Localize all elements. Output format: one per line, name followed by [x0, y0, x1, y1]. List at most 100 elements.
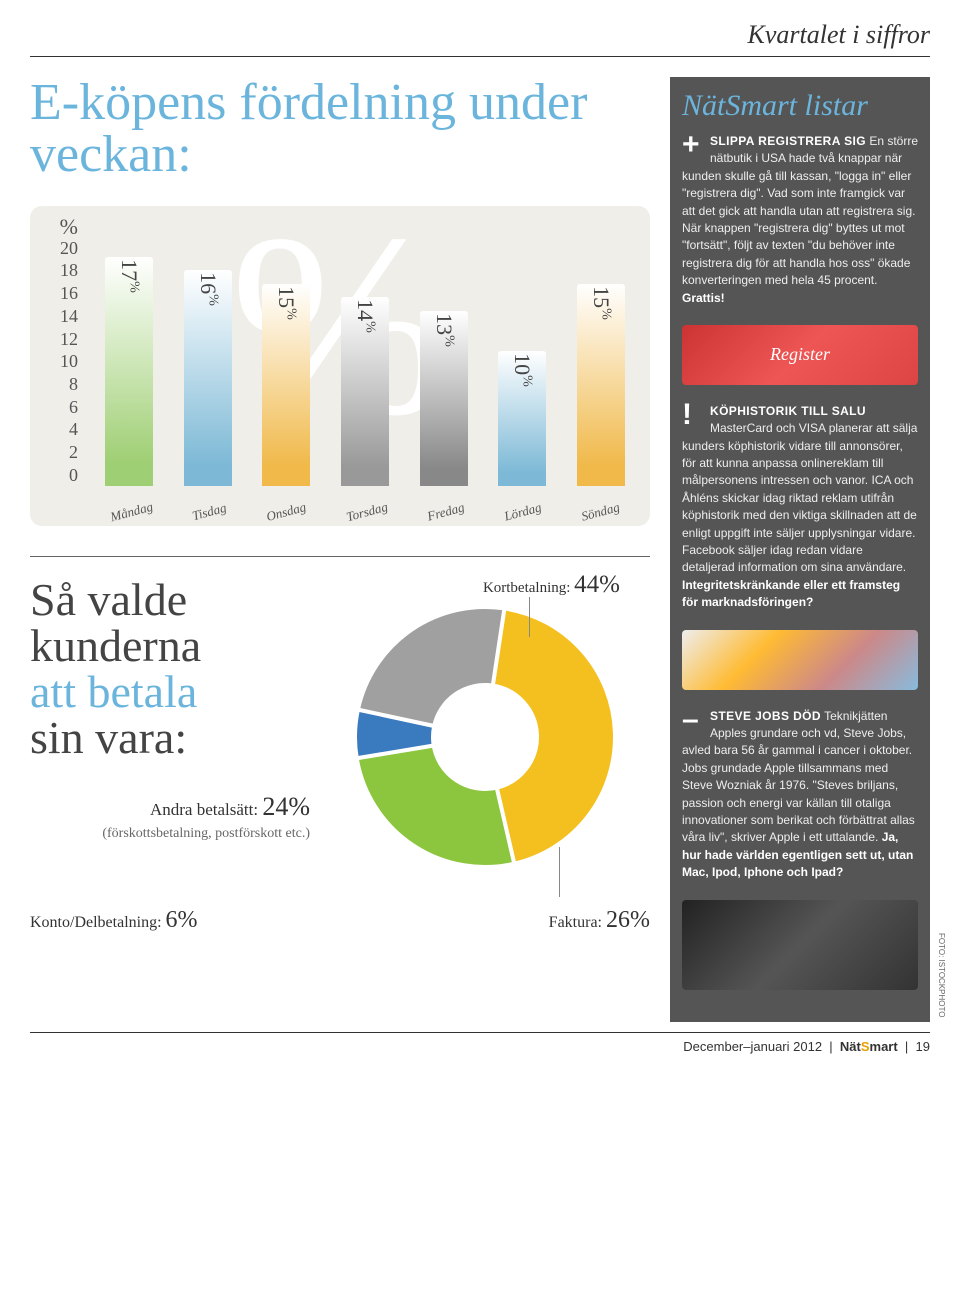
bar-value-label: 16% — [195, 272, 221, 306]
sidebar-symbol: + — [682, 133, 706, 157]
page: Kvartalet i siffror E-köpens fördelning … — [0, 0, 960, 1064]
sidebar-item: ! KÖPHISTORIK TILL SALU MasterCard och VI… — [682, 403, 918, 612]
sidebar-image: Register — [682, 325, 918, 385]
x-label: Lördag — [503, 499, 544, 524]
y-tick: 12 — [38, 329, 78, 350]
x-label: Söndag — [580, 499, 622, 525]
pointer-line-2 — [559, 847, 560, 897]
bar: 15% — [577, 284, 625, 487]
top-label-value: 44% — [574, 571, 620, 598]
bar-slot: 14% — [335, 297, 395, 486]
bar: 10% — [498, 351, 546, 486]
bar: 17% — [105, 257, 153, 487]
page-footer: December–januari 2012 | NätSmart | 19 — [30, 1032, 930, 1054]
sidebar-symbol: – — [682, 708, 706, 732]
sidebar-lead: STEVE JOBS DÖD — [710, 709, 821, 723]
bar: 16% — [184, 270, 232, 486]
sidebar-item: –STEVE JOBS DÖD Teknikjätten Apples grun… — [682, 708, 918, 882]
y-tick: 16 — [38, 283, 78, 304]
bar: 13% — [420, 311, 468, 487]
x-label: Måndag — [108, 499, 154, 526]
x-axis-labels: MåndagTisdagOnsdagTorsdagFredagLördagSön… — [90, 504, 640, 520]
top-label-text: Kortbetalning: — [483, 580, 570, 596]
y-axis-unit: % — [38, 214, 78, 240]
donut-title-line: sin vara: — [30, 715, 310, 761]
bars-container: 17% 16% 15% 14% 13% 10% 15% — [90, 216, 640, 486]
sidebar-body: En större nätbutik i USA hade två knappa… — [682, 134, 918, 287]
sidebar-item: + SLIPPA REGISTRERA SIG En större nätbuti… — [682, 133, 918, 307]
sidebar-items: + SLIPPA REGISTRERA SIG En större nätbuti… — [682, 133, 918, 990]
sidebar-lead: KÖPHISTORIK TILL SALU — [710, 404, 866, 418]
section-header: Kvartalet i siffror — [30, 20, 930, 57]
other-text: Andra betalsätt: — [150, 800, 258, 819]
main-title: E-köpens fördelning under veckan: — [30, 77, 650, 181]
y-tick: 2 — [38, 442, 78, 463]
bar-slot: 15% — [571, 284, 631, 487]
bottom-right-label: Faktura: 26% — [549, 907, 650, 934]
y-tick: 20 — [38, 238, 78, 259]
bar-slot: 17% — [99, 257, 159, 487]
sidebar-title: NätSmart listar — [682, 91, 918, 121]
photo-credit: FOTO: ISTOCKPHOTO — [937, 933, 946, 1017]
y-tick: 4 — [38, 419, 78, 440]
bl-value: 6% — [166, 907, 198, 933]
x-label: Onsdag — [265, 499, 308, 525]
donut-slice — [357, 745, 515, 867]
donut-title: Så valdekundernaatt betalasin vara: — [30, 577, 310, 761]
donut-chart-wrap: Kortbetalning: 44% — [320, 577, 650, 877]
bar-slot: 13% — [414, 311, 474, 487]
br-value: 26% — [606, 907, 650, 933]
bar-slot: 10% — [492, 351, 552, 486]
donut-top-label: Kortbetalning: 44% — [483, 571, 620, 599]
bottom-left-label: Konto/Delbetalning: 6% — [30, 907, 198, 934]
sidebar-lead: SLIPPA REGISTRERA SIG — [710, 134, 866, 148]
donut-chart — [335, 577, 635, 877]
footer-date: December–januari 2012 — [683, 1039, 822, 1054]
donut-title-line: Så valde — [30, 577, 310, 623]
bar: 15% — [262, 284, 310, 487]
x-label: Tisdag — [191, 500, 229, 524]
bar-value-label: 10% — [509, 353, 535, 387]
bar-value-label: 17% — [116, 259, 142, 293]
donut-slice — [358, 607, 504, 726]
y-tick: 6 — [38, 397, 78, 418]
bl-text: Konto/Delbetalning: — [30, 914, 162, 931]
bar-slot: 15% — [256, 284, 316, 487]
footer-page: 19 — [916, 1039, 930, 1054]
section-title: Kvartalet i siffror — [748, 20, 931, 49]
sidebar-image — [682, 900, 918, 990]
sidebar: NätSmart listar + SLIPPA REGISTRERA SIG E… — [670, 77, 930, 1022]
donut-title-block: Så valdekundernaatt betalasin vara: Andr… — [30, 577, 310, 877]
y-tick: 10 — [38, 351, 78, 372]
other-payment-label: Andra betalsätt: 24% (förskottsbetalning… — [30, 791, 310, 843]
pointer-line — [529, 597, 530, 637]
other-value: 24% — [262, 792, 310, 821]
x-label: Torsdag — [345, 499, 390, 525]
donut-bottom-labels: Konto/Delbetalning: 6% Faktura: 26% — [30, 907, 650, 934]
bar-slot: 16% — [178, 270, 238, 486]
sidebar-body: MasterCard och VISA planerar att sälja k… — [682, 421, 917, 574]
bar: 14% — [341, 297, 389, 486]
y-tick: 0 — [38, 465, 78, 486]
bar-value-label: 15% — [588, 286, 614, 320]
y-axis: % 20181614121086420 — [38, 214, 78, 486]
left-column: E-köpens fördelning under veckan: % % 20… — [30, 77, 650, 1022]
y-tick: 14 — [38, 306, 78, 327]
y-tick: 8 — [38, 374, 78, 395]
footer-brand: NätSmart — [840, 1039, 898, 1054]
donut-slice — [493, 608, 615, 863]
sidebar-tail: Integritetskränkande eller ett framsteg … — [682, 578, 900, 609]
x-label: Fredag — [426, 499, 467, 524]
divider-line — [30, 556, 650, 557]
br-text: Faktura: — [549, 914, 602, 931]
donut-title-line: att betala — [30, 669, 310, 715]
sidebar-image — [682, 630, 918, 690]
donut-title-line: kunderna — [30, 623, 310, 669]
other-sub: (förskottsbetalning, postförskott etc.) — [102, 826, 310, 841]
sidebar-symbol: ! — [682, 403, 706, 427]
bar-value-label: 13% — [431, 313, 457, 347]
bar-chart: % % 20181614121086420 17%16%15%14%13%10%… — [30, 206, 650, 526]
sidebar-tail: Grattis! — [682, 291, 725, 305]
bar-value-label: 14% — [352, 299, 378, 333]
donut-section: Så valdekundernaatt betalasin vara: Andr… — [30, 577, 650, 877]
